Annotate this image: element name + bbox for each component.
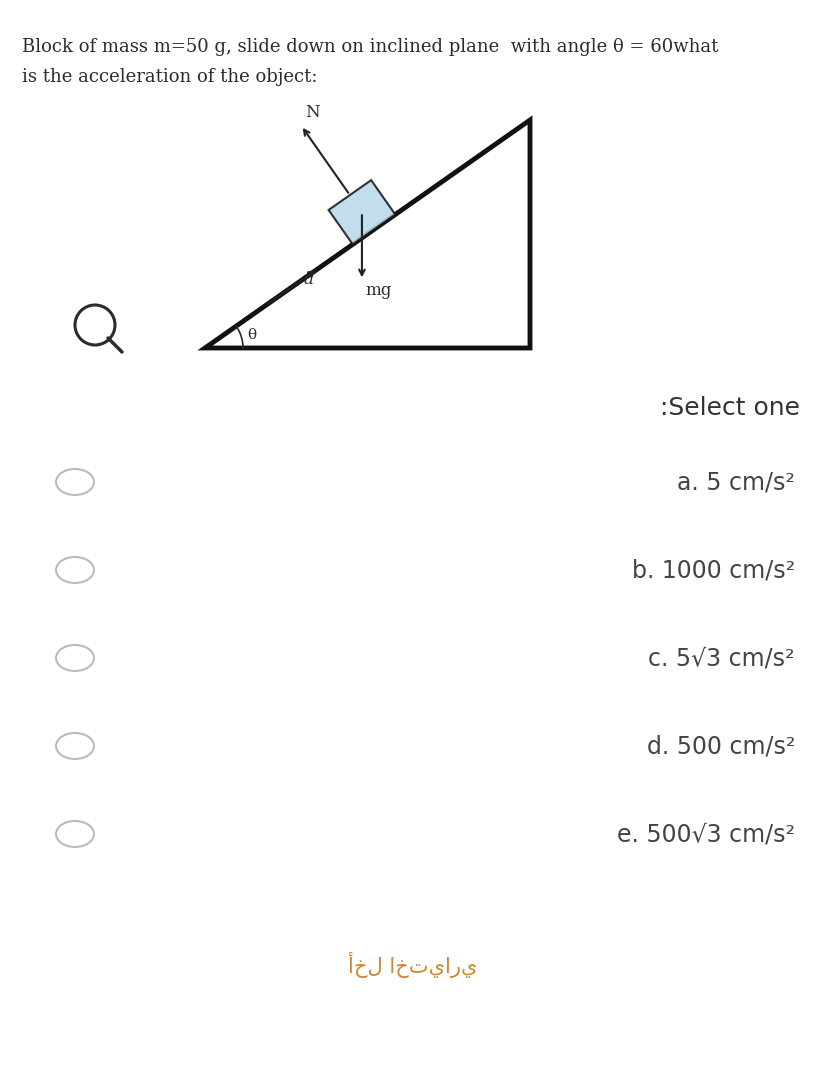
Text: e. 500√3 cm/s²: e. 500√3 cm/s² [617,822,795,846]
Text: b. 1000 cm/s²: b. 1000 cm/s² [632,558,795,582]
Text: a. 5 cm/s²: a. 5 cm/s² [677,470,795,494]
Text: أخل اختياري: أخل اختياري [349,952,477,978]
Text: a: a [304,271,314,288]
Text: mg: mg [365,283,392,299]
Text: :Select one: :Select one [660,396,800,420]
Text: is the acceleration of the object:: is the acceleration of the object: [22,68,317,86]
Text: N: N [305,104,320,121]
Text: Block of mass m=50 g, slide down on inclined plane  with angle θ = 60what: Block of mass m=50 g, slide down on incl… [22,38,719,56]
Text: d. 500 cm/s²: d. 500 cm/s² [647,734,795,758]
Text: c. 5√3 cm/s²: c. 5√3 cm/s² [648,646,795,670]
Polygon shape [329,181,396,244]
Text: θ: θ [247,328,256,342]
